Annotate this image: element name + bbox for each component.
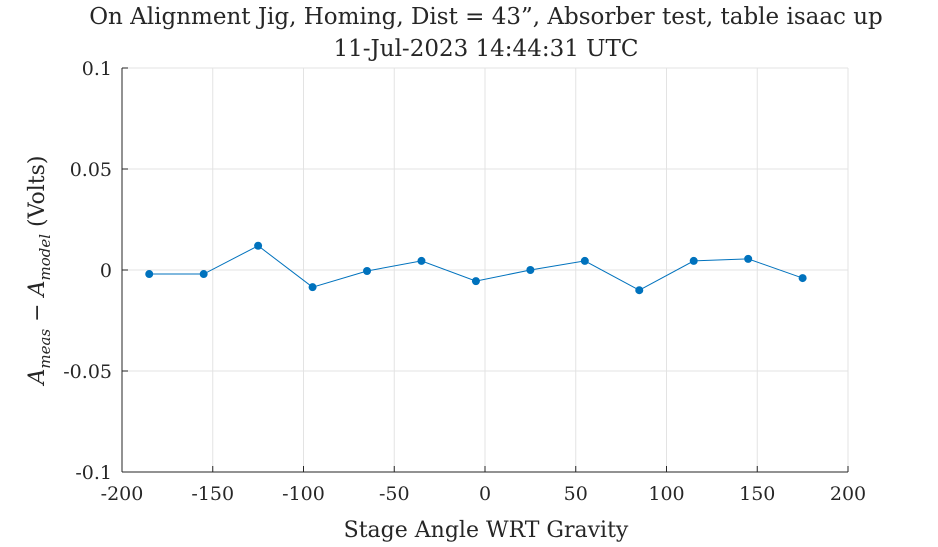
data-point [308,283,317,292]
x-tick-label: -100 [282,483,325,505]
x-tick-label: 150 [739,483,775,505]
x-tick-label: 0 [479,483,491,505]
series-group [145,241,807,295]
data-point [145,270,154,279]
x-tick-labels: -200 -150 -100 -50 0 50 100 150 200 [101,483,866,505]
y-tick-label: 0 [100,260,112,282]
data-point [417,256,426,265]
x-tick-label: 50 [564,483,588,505]
x-axis-label: Stage Angle WRT Gravity [344,518,629,543]
y-tick-label: 0.05 [70,159,112,181]
axes [121,67,849,473]
data-point [471,277,480,286]
data-point [526,266,535,274]
data-point [798,274,807,283]
y-tick-label: 0.1 [82,58,112,80]
y-tick-labels: -0.1 -0.05 0 0.05 0.1 [63,58,112,484]
grid [121,67,849,473]
data-point [689,256,698,265]
data-point [635,286,644,295]
data-point [744,254,753,263]
data-point [363,267,372,276]
chart-subtitle: 11-Jul-2023 14:44:31 UTC [334,36,639,62]
x-tick-label: -200 [101,483,144,505]
y-axis-label: Ameas − Amodel (Volts) [25,156,54,387]
x-tick-label: -50 [379,483,410,505]
data-point [254,241,263,250]
x-tick-label: 100 [648,483,684,505]
data-point [580,256,589,265]
chart-title: On Alignment Jig, Homing, Dist = 43”, Ab… [89,4,883,30]
y-tick-label: -0.05 [63,361,112,383]
y-tick-label: -0.1 [75,462,112,484]
x-tick-label: 200 [830,483,866,505]
data-point [199,270,208,279]
x-tick-label: -150 [191,483,234,505]
